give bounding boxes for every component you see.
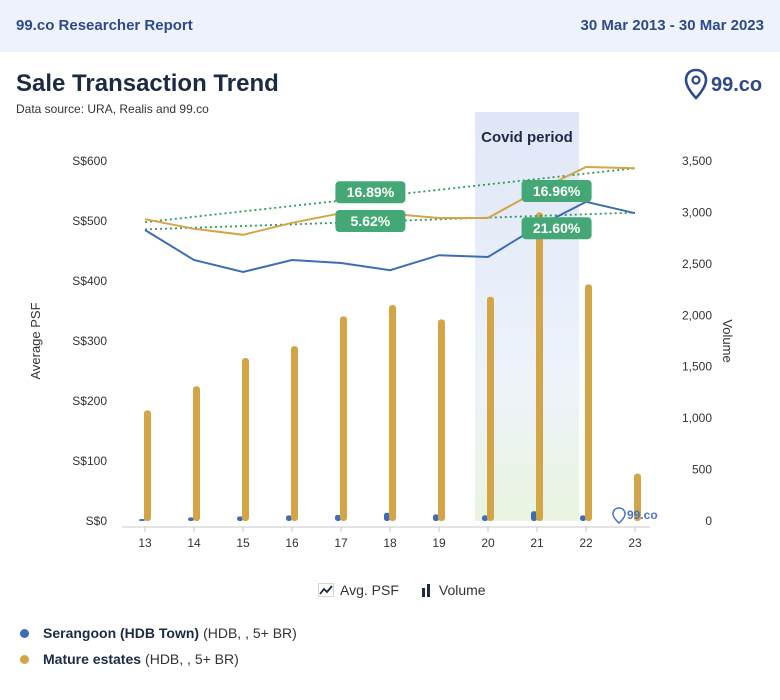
volume-bar-serangoon	[335, 514, 341, 521]
percent-change-box	[335, 181, 406, 204]
volume-bar-mature-estates	[291, 346, 298, 521]
y-left-tick-label: S$400	[72, 274, 107, 288]
99co-logo: 99.co	[684, 68, 762, 100]
volume-bar-mature-estates	[193, 386, 200, 521]
y-right-tick-label: 3,000	[682, 205, 712, 219]
data-source-note: Data source: URA, Realis and 99.co	[16, 102, 209, 116]
legend-avg-psf[interactable]: Avg. PSF	[318, 582, 399, 598]
y-right-tick-label: 1,000	[682, 411, 712, 425]
x-tick-label: 21	[530, 536, 544, 550]
x-tick-label: 19	[432, 536, 446, 550]
percent-change-label: 16.89%	[347, 184, 395, 200]
y-left-tick-label: S$300	[72, 334, 107, 348]
line-chart-icon	[318, 583, 334, 597]
legend-avg-psf-label: Avg. PSF	[340, 582, 399, 598]
volume-bar-serangoon	[139, 518, 145, 521]
percent-change-label: 16.96%	[533, 183, 581, 199]
percent-change-label: 5.62%	[351, 213, 391, 229]
chart-legend: Avg. PSF Volume	[318, 582, 500, 598]
y-right-tick-label: 2,500	[682, 257, 712, 271]
watermark-text: 99.co	[627, 508, 658, 522]
series-dot-serangoon	[20, 628, 29, 638]
logo-text: 99.co	[711, 74, 762, 96]
volume-bar-serangoon	[433, 514, 439, 521]
99co-watermark	[612, 507, 626, 524]
series-legend: Serangoon (HDB Town) (HDB, , 5+ BR) Matu…	[20, 620, 297, 672]
volume-bar-mature-estates	[536, 212, 543, 521]
y-right-tick-label: 500	[692, 463, 712, 477]
volume-bar-serangoon	[237, 516, 243, 521]
sale-transaction-chart: Covid period S$0 S$100 S$200 S$300 S$400 S$500…	[28, 112, 735, 550]
y-left-tick-label: S$200	[72, 394, 107, 408]
y-right-tick-label: 0	[705, 514, 712, 528]
bar-chart-icon	[421, 584, 430, 597]
volume-bar-serangoon	[482, 515, 488, 521]
volume-bar-serangoon	[384, 512, 390, 521]
x-tick-label: 22	[579, 536, 593, 550]
x-tick-label: 23	[628, 536, 642, 550]
x-tick-label: 16	[285, 536, 299, 550]
series-detail: (HDB, , 5+ BR)	[203, 625, 297, 641]
y-right-axis-label: Volume	[720, 319, 735, 362]
x-tick-label: 18	[383, 536, 397, 550]
percent-change-label: 21.60%	[533, 220, 581, 236]
y-right-tick-label: 3,500	[682, 154, 712, 168]
series-legend-row: Serangoon (HDB Town) (HDB, , 5+ BR)	[20, 620, 297, 646]
y-left-tick-label: S$500	[72, 214, 107, 228]
volume-bar-serangoon	[188, 517, 194, 521]
y-right-tick-label: 2,000	[682, 308, 712, 322]
volume-bar-mature-estates	[242, 357, 249, 521]
series-legend-row: Mature estates (HDB, , 5+ BR)	[20, 646, 297, 672]
location-pin-icon	[612, 507, 626, 524]
volume-bar-mature-estates	[389, 305, 396, 521]
percent-change-box	[335, 210, 406, 232]
y-left-tick-label: S$600	[72, 154, 107, 168]
volume-bar-serangoon	[531, 511, 537, 521]
covid-period-label: Covid period	[481, 129, 573, 146]
series-name: Serangoon (HDB Town)	[43, 625, 200, 641]
x-tick-label: 17	[334, 536, 348, 550]
legend-volume-label: Volume	[438, 582, 486, 598]
volume-bar-serangoon	[286, 515, 292, 521]
series-name: Mature estates	[43, 651, 142, 667]
location-pin-icon	[684, 68, 708, 100]
chart-title: Sale Transaction Trend	[16, 70, 279, 97]
volume-bar-mature-estates	[144, 410, 151, 521]
volume-bar-serangoon	[580, 515, 586, 521]
x-tick-label: 15	[236, 536, 250, 550]
y-right-tick-label: 1,500	[682, 360, 712, 374]
x-tick-label: 13	[138, 536, 152, 550]
x-tick-label: 14	[187, 536, 201, 550]
volume-bar-mature-estates	[585, 284, 592, 521]
y-left-tick-label: S$0	[86, 514, 108, 528]
percent-change-box	[521, 180, 592, 202]
report-date-range: 30 Mar 2013 - 30 Mar 2023	[580, 17, 764, 34]
volume-bar-mature-estates	[634, 473, 641, 521]
report-header: 99.co Researcher Report 30 Mar 2013 - 30…	[0, 0, 780, 52]
volume-bar-mature-estates	[438, 319, 445, 521]
x-tick-label: 20	[481, 536, 495, 550]
legend-volume[interactable]: Volume	[419, 582, 486, 598]
report-brand-title: 99.co Researcher Report	[16, 17, 193, 34]
percent-change-box	[521, 217, 592, 240]
volume-bar-mature-estates	[340, 316, 347, 521]
series-dot-mature-estates	[20, 654, 29, 664]
y-left-axis-label: Average PSF	[28, 302, 43, 379]
y-left-tick-label: S$100	[72, 454, 107, 468]
series-detail: (HDB, , 5+ BR)	[145, 651, 239, 667]
volume-bar-mature-estates	[487, 296, 494, 521]
